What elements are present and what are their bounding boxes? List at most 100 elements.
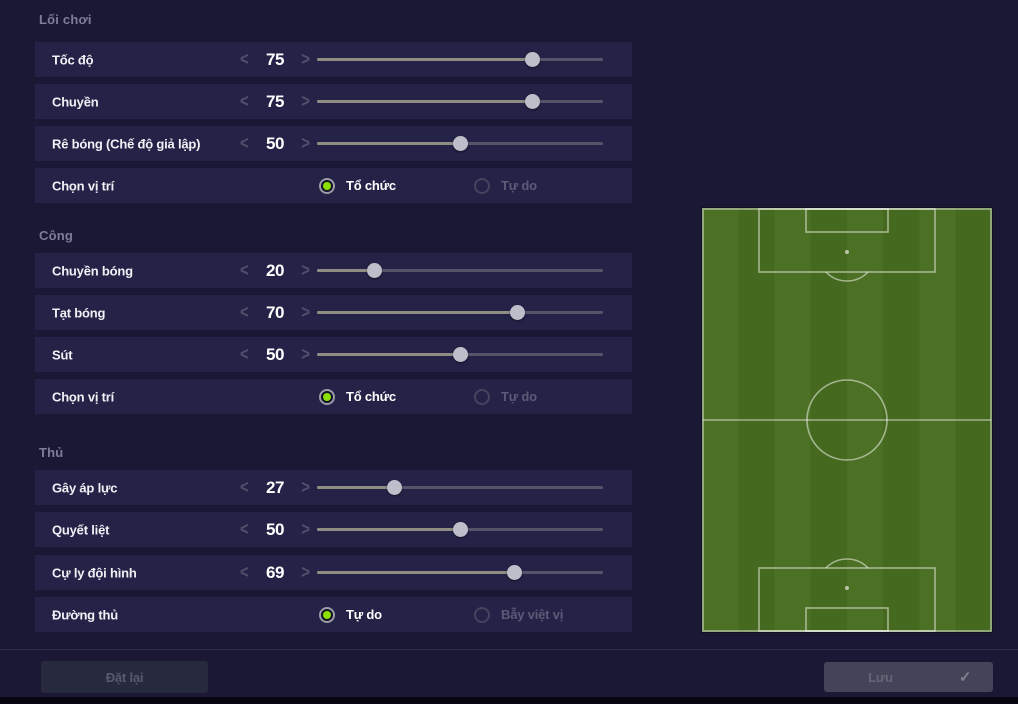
setting-label: Chuyền bbox=[52, 94, 99, 109]
reset-button[interactable]: Đặt lại bbox=[41, 661, 208, 693]
slider-thumb[interactable] bbox=[524, 52, 540, 67]
save-button-label: Lưu bbox=[868, 669, 893, 685]
setting-row-dribbling: Rê bóng (Chế độ giả lập) < 50 > bbox=[35, 126, 632, 161]
slider-thumb[interactable] bbox=[453, 347, 468, 362]
setting-label: Chuyền bóng bbox=[52, 263, 133, 278]
slider-fill bbox=[317, 571, 515, 574]
slider[interactable] bbox=[317, 337, 603, 372]
slider-thumb[interactable] bbox=[367, 263, 383, 278]
radio-option-label: Bẫy việt vị bbox=[501, 607, 564, 622]
value-stepper: < 75 > bbox=[240, 84, 310, 119]
slider-fill bbox=[317, 311, 518, 314]
setting-value: 75 bbox=[266, 91, 284, 111]
slider-fill bbox=[317, 486, 395, 489]
slider-thumb[interactable] bbox=[510, 305, 526, 320]
radio-selected-icon[interactable] bbox=[319, 177, 335, 194]
slider[interactable] bbox=[317, 295, 603, 330]
radio-option-label: Tự do bbox=[501, 178, 537, 193]
chevron-right-icon[interactable]: > bbox=[301, 90, 310, 113]
chevron-left-icon[interactable]: < bbox=[240, 301, 249, 324]
radio-option-organised[interactable]: Tổ chức bbox=[319, 379, 396, 414]
setting-value: 50 bbox=[266, 344, 284, 364]
slider-track[interactable] bbox=[317, 269, 603, 272]
chevron-right-icon[interactable]: > bbox=[301, 476, 310, 499]
section-title-attack: Công bbox=[39, 228, 74, 243]
pitch-lines bbox=[702, 208, 992, 632]
radio-option-label: Tổ chức bbox=[346, 178, 396, 193]
chevron-left-icon[interactable]: < bbox=[240, 343, 249, 366]
slider[interactable] bbox=[317, 512, 603, 547]
chevron-left-icon[interactable]: < bbox=[240, 518, 249, 541]
radio-option-organised[interactable]: Tổ chức bbox=[319, 168, 396, 203]
radio-option-free[interactable]: Tự do bbox=[474, 168, 537, 203]
setting-row-aggression: Quyết liệt < 50 > bbox=[35, 512, 632, 547]
value-stepper: < 50 > bbox=[240, 337, 310, 372]
slider[interactable] bbox=[317, 555, 603, 590]
setting-label: Tốc độ bbox=[52, 52, 94, 67]
chevron-right-icon[interactable]: > bbox=[301, 48, 310, 71]
chevron-right-icon[interactable]: > bbox=[301, 132, 310, 155]
check-icon: ✓ bbox=[958, 669, 972, 686]
value-stepper: < 27 > bbox=[240, 470, 310, 505]
chevron-right-icon[interactable]: > bbox=[301, 259, 310, 282]
setting-row-defensive-line: Đường thủ Tự do Bẫy việt vị bbox=[35, 597, 632, 632]
slider[interactable] bbox=[317, 84, 603, 119]
chevron-left-icon[interactable]: < bbox=[240, 48, 249, 71]
chevron-right-icon[interactable]: > bbox=[301, 518, 310, 541]
chevron-right-icon[interactable]: > bbox=[301, 301, 310, 324]
chevron-right-icon[interactable]: > bbox=[301, 561, 310, 584]
slider-thumb[interactable] bbox=[387, 480, 403, 495]
chevron-left-icon[interactable]: < bbox=[240, 476, 249, 499]
slider-thumb[interactable] bbox=[507, 565, 523, 580]
setting-row-passing-style: Chuyền < 75 > bbox=[35, 84, 632, 119]
slider-thumb[interactable] bbox=[524, 94, 540, 109]
setting-value: 50 bbox=[266, 519, 284, 539]
slider-thumb[interactable] bbox=[453, 136, 468, 151]
footer-divider bbox=[0, 649, 1018, 650]
radio-unselected-icon[interactable] bbox=[474, 388, 490, 405]
chevron-left-icon[interactable]: < bbox=[240, 561, 249, 584]
radio-option-label: Tổ chức bbox=[346, 389, 396, 404]
bottom-bar bbox=[0, 697, 1018, 704]
chevron-left-icon[interactable]: < bbox=[240, 132, 249, 155]
radio-option-free[interactable]: Tự do bbox=[474, 379, 537, 414]
setting-value: 69 bbox=[266, 562, 284, 582]
tactics-settings-panel: Lối chơi Tốc độ < 75 > Chuyền < 75 > Rê … bbox=[35, 0, 632, 649]
slider-fill bbox=[317, 269, 375, 272]
radio-option-free[interactable]: Tự do bbox=[319, 597, 382, 632]
setting-row-speed: Tốc độ < 75 > bbox=[35, 42, 632, 77]
slider[interactable] bbox=[317, 42, 603, 77]
setting-row-team-width: Cự ly đội hình < 69 > bbox=[35, 555, 632, 590]
setting-label: Tạt bóng bbox=[52, 305, 106, 320]
setting-row-crossing: Tạt bóng < 70 > bbox=[35, 295, 632, 330]
radio-option-label: Tự do bbox=[501, 389, 537, 404]
setting-row-positioning-attack: Chọn vị trí Tổ chức Tự do bbox=[35, 379, 632, 414]
radio-unselected-icon[interactable] bbox=[474, 606, 490, 623]
slider[interactable] bbox=[317, 253, 603, 288]
slider-fill bbox=[317, 353, 460, 356]
radio-selected-icon[interactable] bbox=[319, 606, 335, 623]
setting-value: 70 bbox=[266, 302, 284, 322]
chevron-left-icon[interactable]: < bbox=[240, 259, 249, 282]
slider[interactable] bbox=[317, 126, 603, 161]
chevron-left-icon[interactable]: < bbox=[240, 90, 249, 113]
setting-label: Đường thủ bbox=[52, 607, 118, 622]
section-title-play-style: Lối chơi bbox=[39, 12, 92, 27]
setting-value: 27 bbox=[266, 477, 284, 497]
radio-option-offside-trap[interactable]: Bẫy việt vị bbox=[474, 597, 563, 632]
pitch-preview bbox=[702, 208, 992, 632]
setting-label: Gây áp lực bbox=[52, 480, 118, 495]
setting-row-passing: Chuyền bóng < 20 > bbox=[35, 253, 632, 288]
setting-value: 75 bbox=[266, 49, 284, 69]
slider[interactable] bbox=[317, 470, 603, 505]
setting-label: Chọn vị trí bbox=[52, 178, 115, 193]
value-stepper: < 50 > bbox=[240, 126, 310, 161]
chevron-right-icon[interactable]: > bbox=[301, 343, 310, 366]
radio-selected-icon[interactable] bbox=[319, 388, 335, 405]
radio-unselected-icon[interactable] bbox=[474, 177, 490, 194]
save-button[interactable]: Lưu ✓ bbox=[824, 662, 993, 692]
value-stepper: < 70 > bbox=[240, 295, 310, 330]
slider-track[interactable] bbox=[317, 486, 603, 489]
setting-label: Quyết liệt bbox=[52, 522, 110, 537]
slider-thumb[interactable] bbox=[453, 522, 468, 537]
